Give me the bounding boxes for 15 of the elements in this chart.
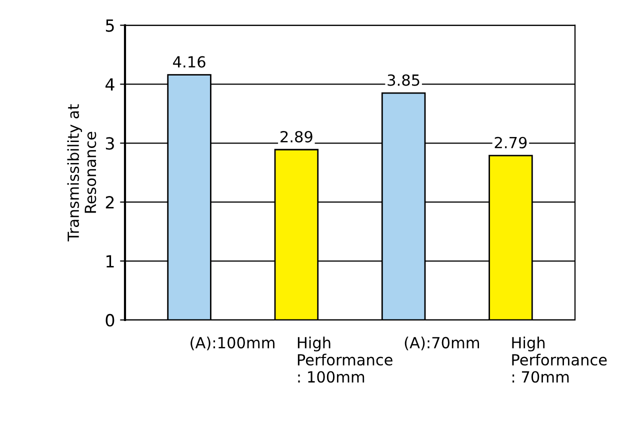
x-tick-label: (A):70mm <box>404 336 479 350</box>
y-tick-label: 0 <box>106 314 114 327</box>
x-tick-label: (A):100mm <box>190 336 274 350</box>
data-label: 3.85 <box>388 74 420 86</box>
y-axis-title: Transmissibility at Resonance <box>67 104 96 242</box>
y-tick-label: 2 <box>106 196 114 208</box>
x-tick-label: High Performance : 100mm <box>298 336 392 383</box>
y-tick-label: 1 <box>106 255 114 268</box>
y-tick-label: 4 <box>105 78 114 91</box>
data-label: 4.16 <box>173 56 206 68</box>
data-label: 2.79 <box>494 136 527 148</box>
data-label: 2.89 <box>280 130 312 142</box>
y-tick-label: 3 <box>106 137 114 150</box>
y-tick-label: 5 <box>106 19 114 32</box>
x-tick-label: High Performance : 70mm <box>512 336 607 383</box>
